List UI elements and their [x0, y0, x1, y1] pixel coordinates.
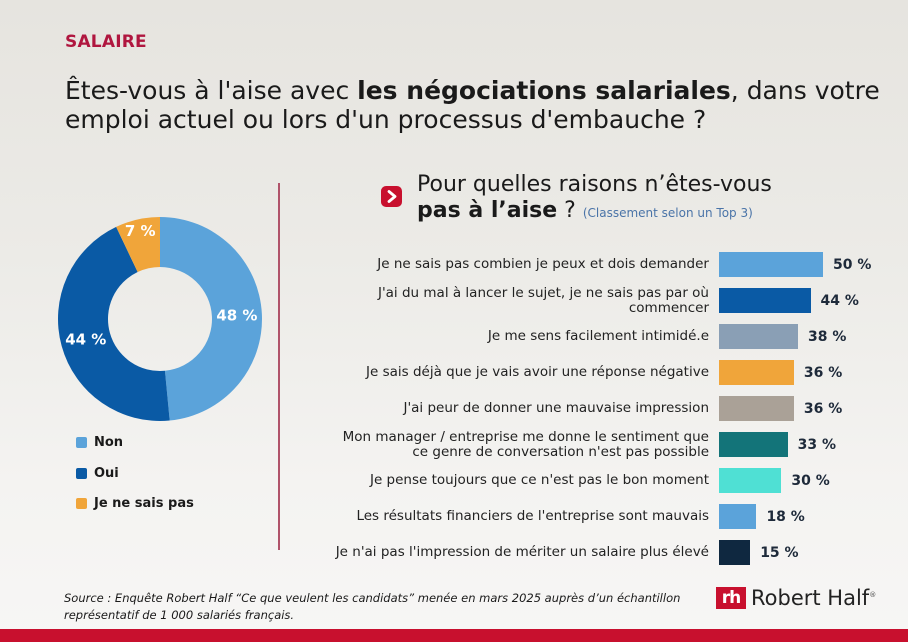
- bar: [719, 540, 751, 565]
- legend-item-nsp: Je ne sais pas: [76, 496, 194, 511]
- sub-title-part1: Pour quelles raisons n’êtes-vous: [417, 172, 772, 197]
- logo-name: Robert Half: [751, 586, 870, 610]
- legend-item-non: Non: [76, 435, 123, 450]
- donut-label-non: 48 %: [216, 306, 257, 324]
- category-label: SALAIRE: [65, 32, 147, 52]
- legend-label-non: Non: [94, 435, 124, 450]
- main-title-bold: les négociations salariales: [357, 76, 731, 105]
- bar-value-label: 15 %: [760, 545, 799, 561]
- robert-half-logo: rh Robert Half®: [716, 586, 876, 610]
- bar-label-line: Je ne sais pas combien je peux et dois d…: [377, 255, 709, 272]
- bar-label-line: commencer: [628, 300, 709, 316]
- bar-label: Les résultats financiers de l'entreprise…: [356, 507, 709, 524]
- bar-label: J'ai du mal à lancer le sujet, je ne sai…: [378, 286, 709, 316]
- bar-label: Mon manager / entreprise me donne le sen…: [343, 430, 709, 460]
- bar: [719, 252, 823, 277]
- bar: [719, 360, 794, 385]
- bar: [719, 288, 811, 313]
- bar-value-label: 36 %: [803, 365, 843, 381]
- donut-chart: 48 % 44 % 7 %: [57, 217, 263, 421]
- bar-value-label: 38 %: [808, 329, 847, 345]
- bar-label-line: Les résultats financiers de l'entreprise…: [356, 507, 709, 524]
- sub-title-part2: ?: [557, 198, 583, 223]
- bar-value-label: 30 %: [791, 473, 830, 489]
- donut-slice-nsp: [116, 217, 160, 273]
- main-title-part2: , dans votre emploi actuel ou lors d'un …: [65, 76, 880, 134]
- sub-title-note: (Classement selon un Top 3): [582, 206, 753, 220]
- bar: [719, 324, 799, 349]
- bar-label-line: J'ai du mal à lancer le sujet, je ne sai…: [377, 285, 709, 301]
- main-title-part1: Êtes-vous à l'aise avec: [65, 76, 358, 105]
- bar-label: Je me sens facilement intimidé.e: [487, 327, 709, 344]
- bar-label-line: Je n'ai pas l'impression de mériter un s…: [335, 543, 709, 560]
- sub-title-bold: pas à l’aise: [417, 198, 558, 223]
- main-title: Êtes-vous à l'aise avec les négociations…: [65, 76, 885, 134]
- bar-value-label: 44 %: [820, 293, 859, 309]
- bar-label-line: Je sais déjà que je vais avoir une répon…: [366, 363, 709, 380]
- donut-slice-oui: [57, 226, 170, 421]
- bar-value-label: 18 %: [766, 509, 805, 525]
- bar: [719, 504, 757, 529]
- bar-label: J'ai peur de donner une mauvaise impress…: [403, 399, 709, 416]
- legend-swatch-oui: [76, 468, 87, 479]
- bar-value-label: 50 %: [833, 257, 872, 273]
- bar-label: Je n'ai pas l'impression de mériter un s…: [335, 543, 709, 560]
- bar-label: Je pense toujours que ce n'est pas le bo…: [369, 471, 709, 488]
- footer-brand-bar: [0, 629, 908, 642]
- bar-label: Je ne sais pas combien je peux et dois d…: [377, 255, 709, 272]
- legend-swatch-nsp: [76, 498, 87, 509]
- bar: [719, 432, 788, 457]
- bar-label-line: J'ai peur de donner une mauvaise impress…: [403, 399, 709, 416]
- source-line-2: représentatif de 1 000 salariés français…: [64, 608, 295, 622]
- legend-swatch-non: [76, 437, 87, 448]
- donut-label-nsp: 7 %: [125, 222, 156, 240]
- bar-label-line: ce genre de conversation n'est pas possi…: [412, 444, 709, 460]
- legend-label-nsp: Je ne sais pas: [94, 496, 194, 511]
- bar-label-line: Je me sens facilement intimidé.e: [487, 327, 709, 344]
- donut-slice-non: [160, 217, 263, 421]
- logo-text: Robert Half®: [751, 586, 876, 610]
- registered-mark: ®: [869, 591, 877, 599]
- bar-label-line: Mon manager / entreprise me donne le sen…: [342, 429, 709, 445]
- donut-label-oui: 44 %: [65, 331, 106, 349]
- logo-mark: rh: [716, 587, 746, 609]
- bar-label-line: Je pense toujours que ce n'est pas le bo…: [369, 471, 709, 488]
- bar-label: Je sais déjà que je vais avoir une répon…: [366, 363, 709, 380]
- bar: [719, 468, 782, 493]
- chevron-right-icon: [381, 186, 402, 207]
- bar-chart-title: Pour quelles raisons n’êtes-vous pas à l…: [417, 172, 772, 226]
- legend-item-oui: Oui: [76, 466, 119, 481]
- source-note: Source : Enquête Robert Half “Ce que veu…: [64, 590, 680, 624]
- bar-value-label: 36 %: [803, 401, 843, 417]
- bar-value-label: 33 %: [797, 437, 837, 453]
- bar: [719, 396, 794, 421]
- legend-label-oui: Oui: [94, 466, 119, 481]
- section-divider: [278, 183, 280, 550]
- source-line-1: Source : Enquête Robert Half “Ce que veu…: [64, 591, 681, 605]
